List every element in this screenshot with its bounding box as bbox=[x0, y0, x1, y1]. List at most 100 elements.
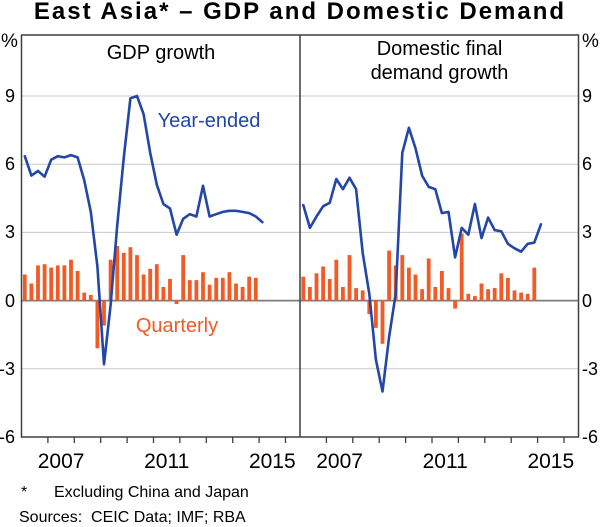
quarterly-bar bbox=[327, 279, 332, 301]
y-tick-label-left: 0 bbox=[4, 290, 15, 311]
quarterly-bar bbox=[148, 268, 153, 301]
x-tick-label: 2007 bbox=[37, 450, 85, 473]
panel-title-domestic-demand: Domestic final demand growth bbox=[300, 37, 579, 85]
quarterly-bar bbox=[234, 283, 238, 301]
quarterly-bar bbox=[247, 276, 252, 301]
quarterly-bar bbox=[413, 274, 418, 301]
quarterly-bar bbox=[479, 283, 484, 301]
quarterly-bar bbox=[453, 300, 457, 309]
quarterly-bar bbox=[108, 259, 113, 301]
quarterly-bar bbox=[161, 287, 166, 301]
quarterly-bar bbox=[506, 277, 510, 301]
quarterly-bar bbox=[194, 280, 199, 301]
quarterly-bar bbox=[220, 277, 225, 301]
quarterly-bar bbox=[446, 288, 451, 301]
panel-title-line: GDP growth bbox=[106, 42, 216, 64]
quarterly-bar bbox=[55, 265, 60, 301]
quarterly-bar bbox=[367, 300, 372, 315]
x-tick-label: 2011 bbox=[422, 450, 468, 473]
quarterly-bar bbox=[102, 300, 106, 326]
quarterly-bar bbox=[75, 271, 80, 301]
quarterly-bar bbox=[380, 300, 385, 344]
quarterly-bar bbox=[525, 293, 530, 301]
quarterly-bar bbox=[512, 290, 517, 301]
quarterly-bar bbox=[420, 289, 424, 301]
y-tick-label-right: -3 bbox=[582, 358, 599, 379]
y-tick-label-right: 6 bbox=[582, 154, 593, 175]
quarterly-bar bbox=[459, 233, 464, 301]
y-tick-label-right: 9 bbox=[582, 86, 593, 106]
quarterly-bar bbox=[42, 264, 47, 301]
y-axis-unit-right: % bbox=[582, 31, 599, 52]
quarterly-bar bbox=[407, 267, 411, 301]
quarterly-bar bbox=[181, 255, 186, 301]
quarterly-bar bbox=[347, 255, 352, 301]
y-tick-label-right: -6 bbox=[582, 426, 599, 447]
x-tick-label: 2015 bbox=[248, 450, 296, 473]
quarterly-bar bbox=[88, 294, 93, 301]
y-axis-unit-left: % bbox=[1, 31, 18, 52]
year-ended-line bbox=[301, 126, 543, 393]
y-tick-label-left: -6 bbox=[0, 426, 15, 447]
quarterly-bar bbox=[321, 266, 325, 301]
quarterly-bar bbox=[519, 292, 523, 301]
quarterly-bar bbox=[360, 290, 365, 301]
quarterly-bar bbox=[154, 264, 159, 301]
panel-title-gdp-growth: GDP growth bbox=[22, 41, 300, 65]
year-ended-line bbox=[23, 94, 264, 366]
quarterly-bar bbox=[301, 276, 306, 301]
figure-title: East Asia* – GDP and Domestic Demand bbox=[33, 0, 567, 25]
quarterly-bar bbox=[532, 267, 537, 301]
quarterly-bar bbox=[115, 246, 120, 301]
quarterly-bar bbox=[36, 265, 40, 301]
sources-line: Sources: CEIC Data; IMF; RBA bbox=[19, 509, 246, 526]
y-tick-label-left: 6 bbox=[4, 154, 15, 175]
quarterly-bar bbox=[69, 259, 73, 301]
quarterly-bar bbox=[207, 284, 212, 301]
y-tick-label-right: 0 bbox=[582, 290, 593, 311]
y-tick-label-left: 3 bbox=[4, 222, 15, 243]
panel-title-line: Domestic final bbox=[376, 38, 503, 60]
quarterly-bar bbox=[473, 296, 477, 301]
quarterly-bar bbox=[227, 272, 232, 301]
year-ended-label: Year-ended bbox=[157, 110, 261, 132]
quarterly-label: Quarterly bbox=[135, 315, 219, 337]
quarterly-bar bbox=[314, 273, 319, 301]
quarterly-bar bbox=[168, 279, 172, 301]
quarterly-bar bbox=[214, 277, 219, 301]
x-tick-label: 2015 bbox=[527, 450, 575, 473]
quarterly-bar bbox=[387, 250, 391, 301]
quarterly-bar bbox=[466, 293, 471, 301]
quarterly-bar bbox=[499, 273, 504, 301]
quarterly-bar bbox=[135, 255, 139, 301]
quarterly-bar bbox=[341, 287, 345, 301]
panel-title-line: demand growth bbox=[370, 62, 509, 84]
quarterly-bar bbox=[240, 287, 245, 301]
y-tick-label-right: 3 bbox=[582, 222, 593, 243]
quarterly-bar bbox=[128, 247, 133, 301]
quarterly-bar bbox=[440, 271, 444, 301]
quarterly-bar bbox=[426, 258, 431, 301]
quarterly-bar bbox=[374, 300, 378, 328]
y-tick-label-left: 9 bbox=[4, 86, 15, 106]
footnote-marker: * bbox=[21, 484, 28, 501]
quarterly-bar bbox=[22, 274, 27, 301]
quarterly-bar bbox=[308, 287, 312, 301]
quarterly-bar bbox=[492, 288, 497, 301]
footnote-text: Excluding China and Japan bbox=[54, 484, 249, 501]
quarterly-bar bbox=[29, 283, 34, 301]
quarterly-bar bbox=[62, 265, 67, 301]
quarterly-bar bbox=[486, 289, 490, 301]
quarterly-bar bbox=[201, 272, 205, 301]
quarterly-bar bbox=[49, 267, 54, 301]
quarterly-bar bbox=[121, 252, 126, 301]
x-tick-label: 2011 bbox=[144, 450, 190, 473]
quarterly-bar bbox=[253, 277, 258, 301]
quarterly-bar bbox=[354, 288, 358, 301]
quarterly-bar bbox=[334, 259, 339, 301]
x-tick-label: 2007 bbox=[316, 450, 363, 473]
quarterly-bar bbox=[82, 292, 87, 301]
quarterly-bar bbox=[174, 300, 179, 304]
